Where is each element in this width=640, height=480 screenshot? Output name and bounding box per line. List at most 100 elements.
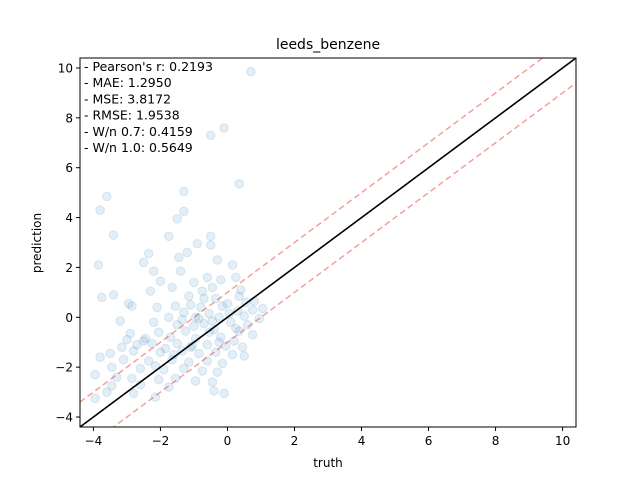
data-point [204, 308, 214, 319]
stat-line: - MSE: 3.8172 [84, 91, 171, 106]
data-point [155, 347, 166, 358]
data-point [207, 282, 218, 293]
data-point [192, 238, 203, 249]
y-tick-label: 10 [58, 61, 73, 75]
data-point [164, 231, 174, 242]
data-point [112, 372, 122, 382]
data-point [177, 314, 188, 325]
x-tick-label: 2 [291, 434, 299, 448]
chart-title: leeds_benzene [276, 37, 380, 53]
data-point [257, 303, 268, 314]
data-point [202, 272, 213, 283]
data-point [164, 312, 174, 323]
data-point [189, 321, 199, 331]
data-point [152, 302, 162, 313]
data-point [174, 252, 184, 263]
data-point [219, 388, 229, 399]
data-point [160, 343, 171, 354]
y-tick-label: 8 [65, 111, 73, 125]
y-tick-label: 4 [65, 211, 73, 225]
data-point [229, 336, 239, 346]
data-point [219, 123, 229, 133]
data-point [115, 316, 126, 326]
data-point [125, 328, 136, 339]
data-point [227, 260, 238, 270]
band-line-lower [112, 82, 576, 427]
data-point [93, 260, 104, 270]
plot-frame [79, 57, 577, 428]
data-point [102, 191, 112, 202]
data-point [210, 293, 221, 304]
data-point [217, 358, 228, 369]
data-point [185, 300, 196, 310]
x-tick-label: 10 [555, 434, 570, 448]
data-point [234, 291, 244, 301]
x-axis-title: truth [313, 456, 343, 470]
band-line-upper [80, 58, 544, 403]
data-point [96, 292, 107, 303]
data-point [215, 275, 226, 285]
y-axis: −4 −2 0 2 4 6 8 10 [55, 61, 80, 425]
data-point [182, 247, 193, 258]
data-point [107, 362, 117, 372]
x-axis: −4 −2 0 2 4 6 8 10 [85, 427, 570, 448]
data-point [179, 186, 189, 197]
data-point [172, 319, 182, 330]
data-point [234, 179, 244, 189]
tolerance-band-lines [80, 58, 576, 427]
data-point [143, 248, 154, 259]
x-tick-label: −4 [85, 434, 103, 448]
data-point [148, 317, 159, 328]
data-point [189, 277, 199, 288]
data-point [190, 312, 201, 323]
data-point [90, 369, 100, 380]
data-point [226, 317, 236, 328]
x-tick-label: 8 [492, 434, 500, 448]
data-point [205, 240, 216, 250]
data-point [197, 366, 208, 376]
y-tick-label: 2 [65, 261, 73, 275]
data-point [138, 336, 149, 346]
data-point [212, 367, 223, 377]
data-point [172, 214, 182, 224]
data-point [239, 311, 250, 321]
data-point [184, 291, 194, 301]
stat-line: - MAE: 1.2950 [84, 75, 172, 90]
data-point [179, 307, 189, 318]
y-tick-label: −2 [55, 361, 73, 375]
data-point [132, 339, 142, 350]
data-point [148, 266, 159, 276]
data-point [118, 354, 129, 365]
data-point [167, 282, 177, 293]
data-point [153, 374, 164, 385]
data-point [215, 332, 226, 343]
data-point [247, 305, 258, 315]
plot-area [79, 57, 577, 428]
data-point [236, 285, 246, 295]
data-point [128, 346, 139, 356]
data-point [138, 257, 149, 268]
data-point [135, 363, 146, 374]
data-point [220, 341, 231, 351]
data-point [179, 206, 189, 217]
data-point [147, 338, 157, 349]
data-point [108, 230, 119, 240]
data-point [222, 298, 233, 309]
y-tick-label: 0 [65, 311, 73, 325]
data-point [108, 290, 119, 300]
data-point [195, 302, 206, 313]
data-point [175, 266, 186, 276]
data-point [145, 286, 156, 296]
data-point [239, 351, 250, 361]
data-point [95, 205, 105, 215]
data-point [214, 312, 224, 323]
data-point [210, 347, 221, 358]
data-point [122, 334, 132, 345]
data-point [90, 393, 100, 404]
data-point [194, 348, 204, 359]
data-point [127, 373, 137, 384]
data-point [128, 388, 139, 399]
data-point [247, 329, 258, 340]
